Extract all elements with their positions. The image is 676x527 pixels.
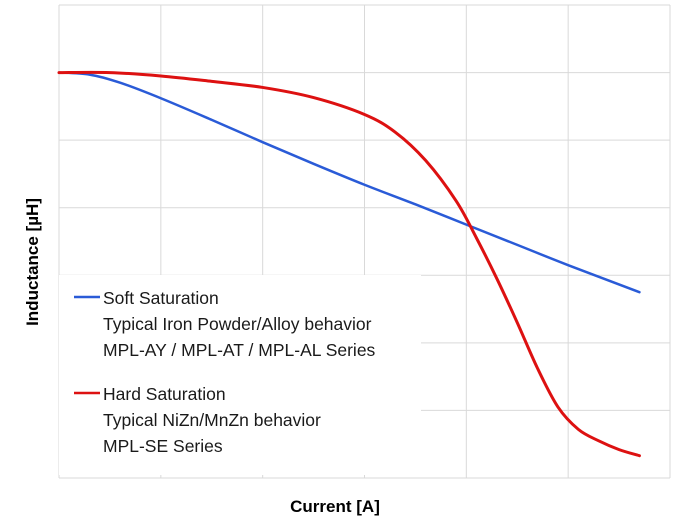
legend-series-name: Hard Saturation bbox=[103, 384, 226, 404]
legend-series-description: MPL-AY / MPL-AT / MPL-AL Series bbox=[103, 340, 376, 360]
legend-series-description: Typical NiZn/MnZn behavior bbox=[103, 410, 321, 430]
legend: Soft Saturation Typical Iron Powder/Alloy… bbox=[74, 288, 376, 456]
legend-series-description: Typical Iron Powder/Alloy behavior bbox=[103, 314, 372, 334]
legend-series-description: MPL-SE Series bbox=[103, 436, 223, 456]
legend-series-name: Soft Saturation bbox=[103, 288, 219, 308]
series-line-soft-saturation bbox=[57, 71, 641, 294]
x-axis-title: Current [A] bbox=[290, 497, 380, 516]
series-lines bbox=[57, 70, 641, 458]
legend-box bbox=[59, 275, 421, 475]
series-line-hard-saturation bbox=[57, 70, 641, 458]
y-axis-title: Inductance [µH] bbox=[23, 198, 42, 326]
